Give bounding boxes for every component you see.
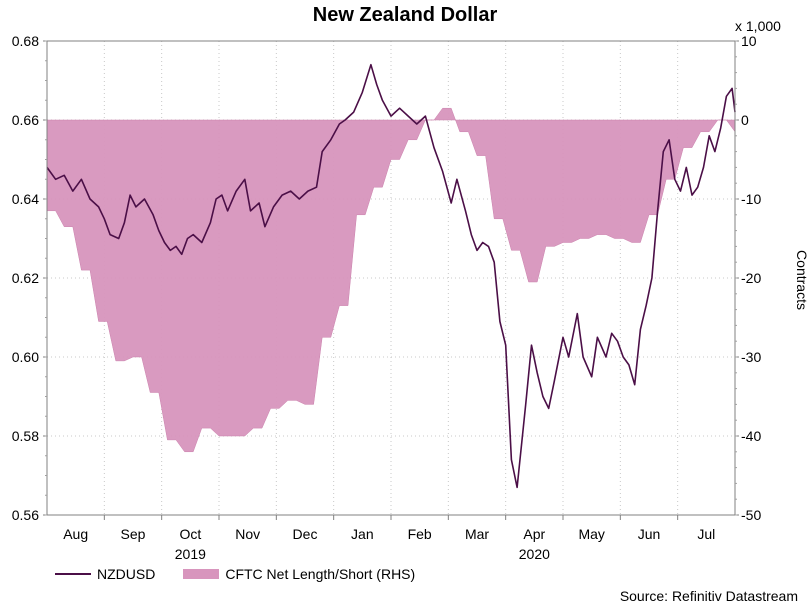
month-label: Dec <box>293 526 318 542</box>
left-tick-label: 0.56 <box>12 507 39 523</box>
chart-title: New Zealand Dollar <box>313 4 498 26</box>
left-tick-label: 0.58 <box>12 428 39 444</box>
right-tick-label: 0 <box>741 112 749 128</box>
month-label: Aug <box>63 526 88 542</box>
source-note: Source: Refinitiv Datastream <box>619 588 798 604</box>
left-tick-label: 0.60 <box>12 349 39 365</box>
right-axis-multiplier: x 1,000 <box>735 18 781 34</box>
month-label: Sep <box>121 526 146 542</box>
left-tick-label: 0.64 <box>12 191 39 207</box>
right-tick-label: -30 <box>741 349 761 365</box>
x-axis-ticks: Aug Sep Oct Nov Dec Jan Feb Mar Apr May Jun Jul 2019… <box>63 515 715 562</box>
month-label: Mar <box>465 526 489 542</box>
right-tick-label: 10 <box>741 33 757 49</box>
month-label: Nov <box>235 526 260 542</box>
left-tick-label: 0.68 <box>12 33 39 49</box>
month-label: Jan <box>351 526 374 542</box>
year-label: 2020 <box>519 546 550 562</box>
cftc-area <box>46 107 736 453</box>
left-tick-label: 0.66 <box>12 112 39 128</box>
year-label: 2019 <box>175 546 206 562</box>
legend-item-nzdusd: NZDUSD <box>55 566 155 582</box>
legend-item-cftc: CFTC Net Length/Short (RHS) <box>183 566 415 582</box>
right-tick-label: -40 <box>741 428 761 444</box>
month-label: May <box>578 526 604 542</box>
right-tick-label: -50 <box>741 507 761 523</box>
right-axis-ticks: 10 0 -10 -20 -30 -40 -50 <box>735 33 761 523</box>
month-label: Feb <box>408 526 432 542</box>
right-tick-label: -10 <box>741 191 761 207</box>
month-label: Oct <box>179 526 201 542</box>
month-label: Jun <box>638 526 661 542</box>
left-tick-label: 0.62 <box>12 270 39 286</box>
legend-label-nzdusd: NZDUSD <box>97 566 156 582</box>
month-label: Jul <box>697 526 715 542</box>
legend-label-cftc: CFTC Net Length/Short (RHS) <box>225 566 416 582</box>
cftc-area-layer <box>46 107 736 453</box>
left-axis-ticks: 0.68 0.66 0.64 0.62 0.60 0.58 0.56 <box>12 33 47 523</box>
legend: NZDUSD CFTC Net Length/Short (RHS) <box>55 566 443 582</box>
month-label: Apr <box>523 526 545 542</box>
nzdusd-line <box>46 63 736 489</box>
legend-line-swatch <box>55 573 91 575</box>
legend-area-swatch <box>183 569 220 579</box>
nzdusd-line-layer <box>46 63 736 489</box>
right-axis-label: Contracts <box>794 250 810 310</box>
right-tick-label: -20 <box>741 270 761 286</box>
